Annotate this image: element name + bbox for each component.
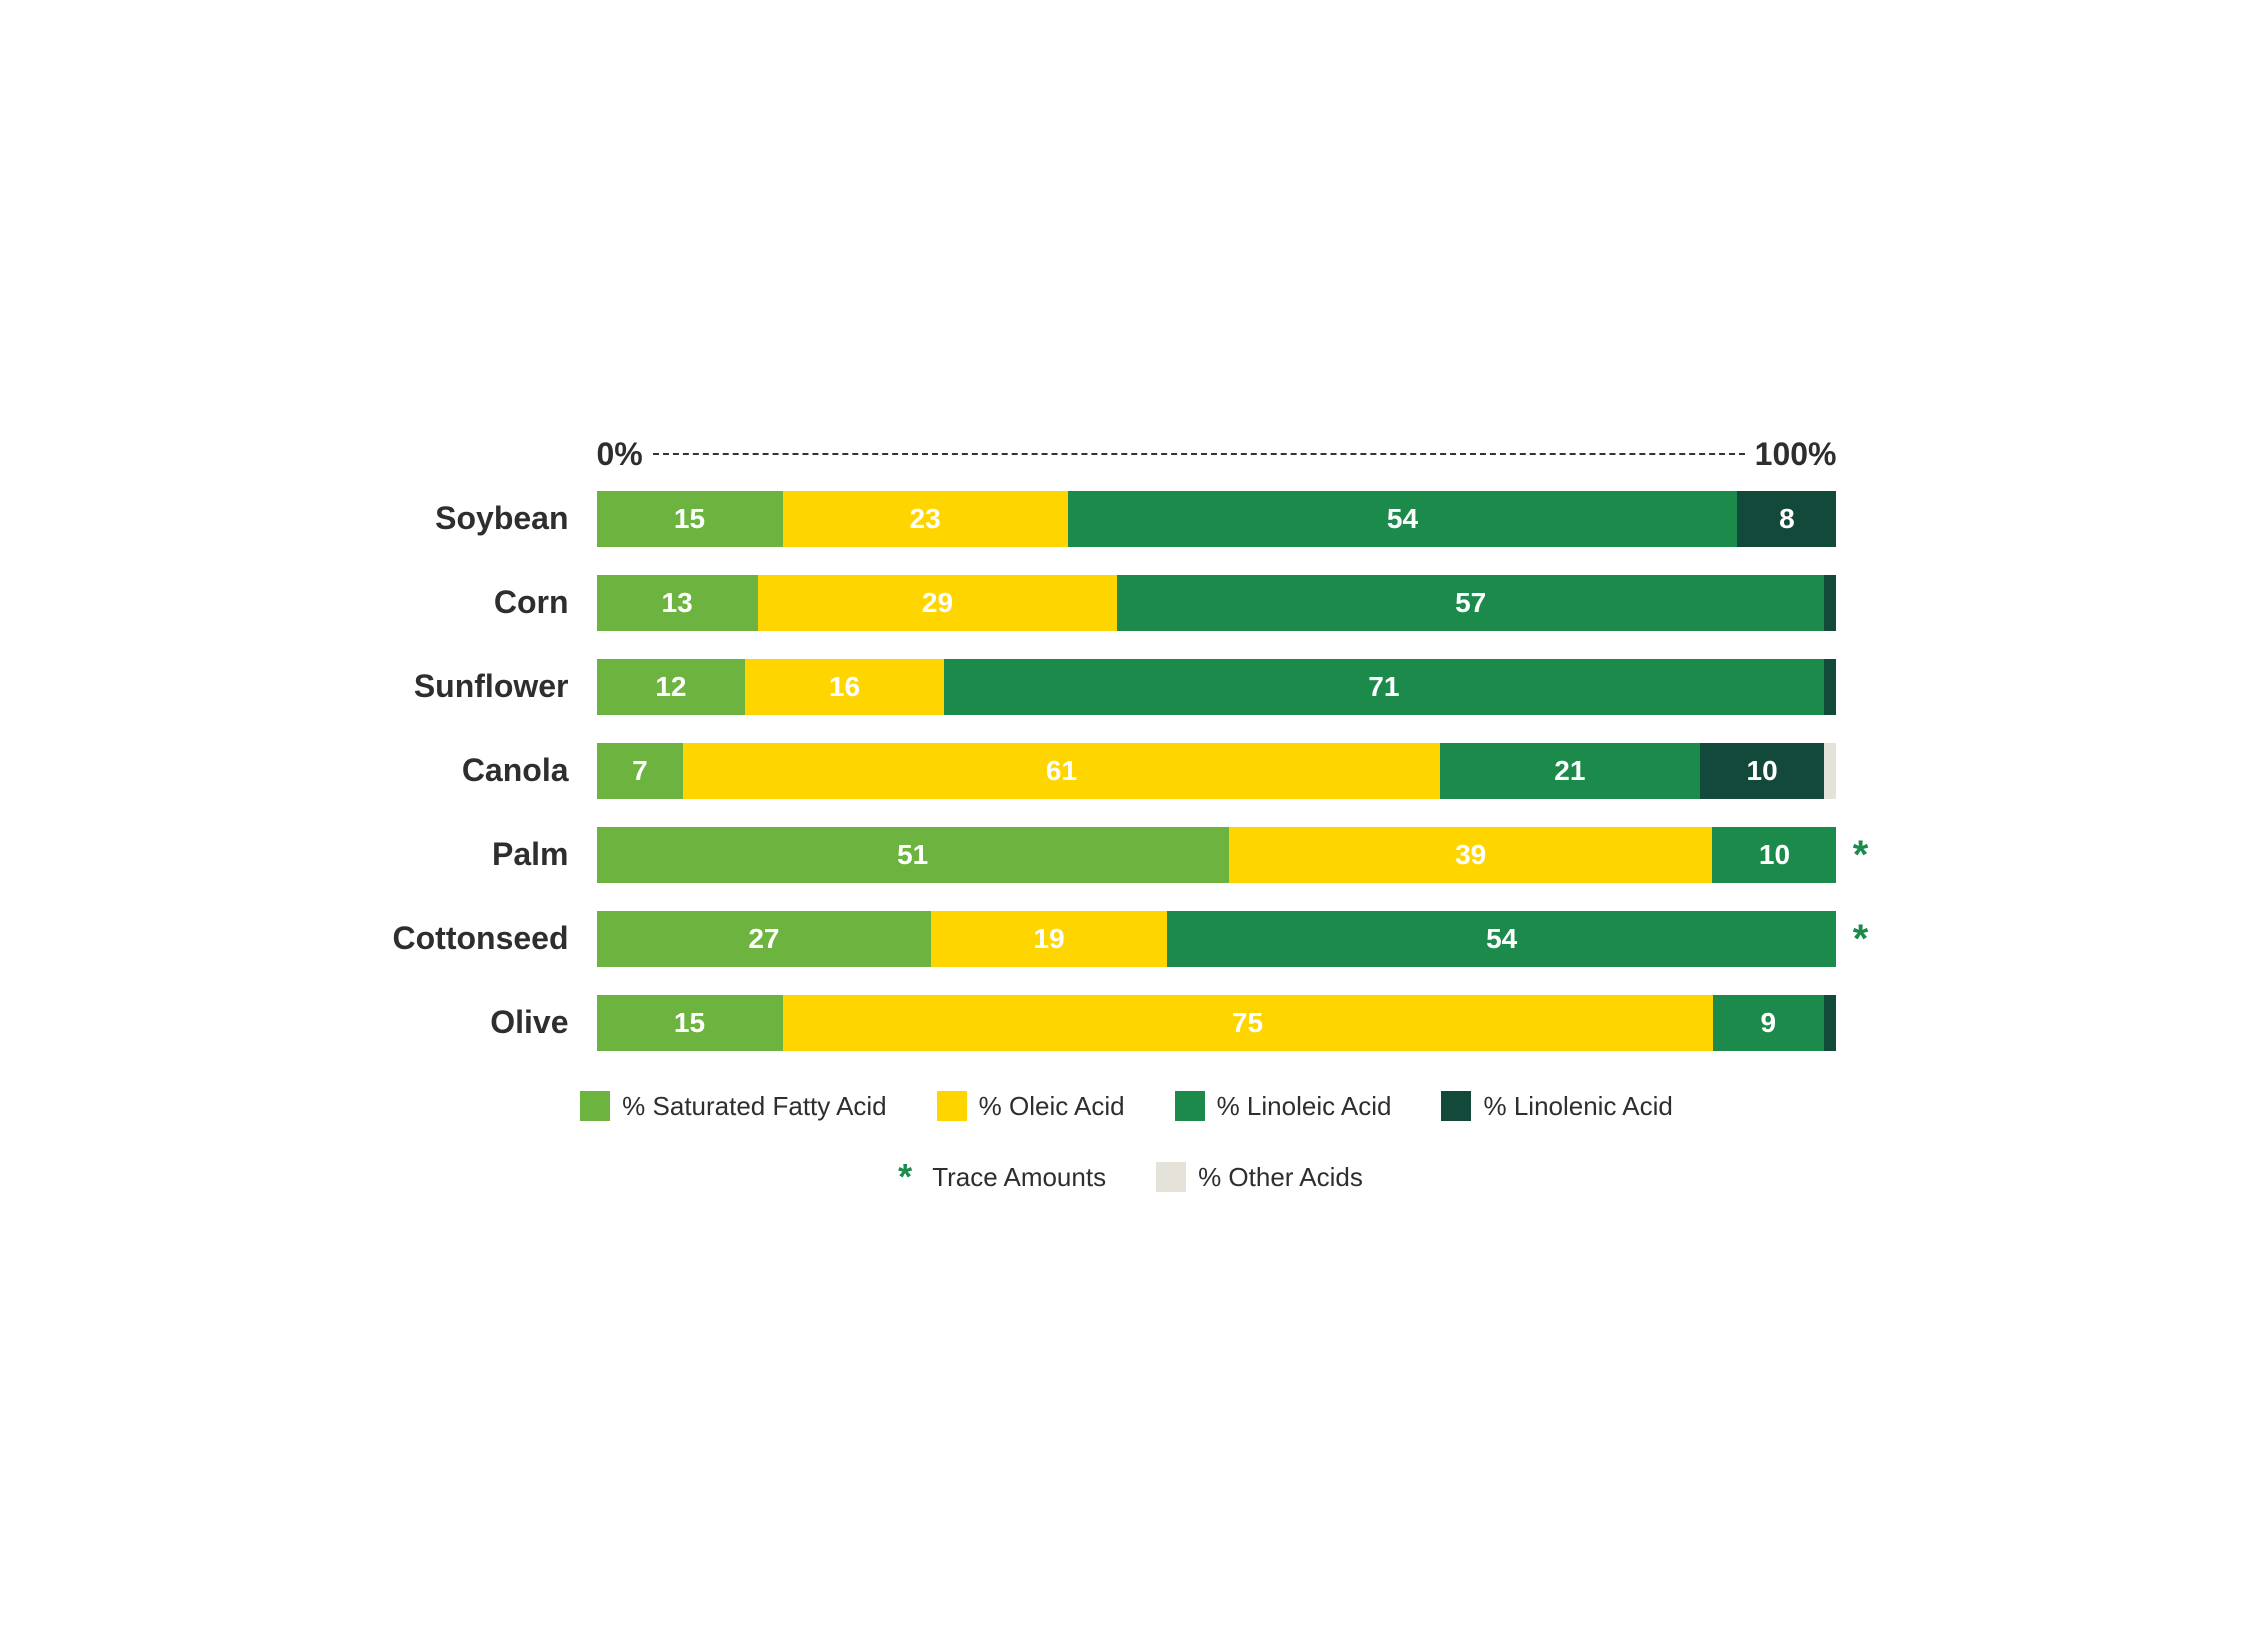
row-label: Corn	[377, 584, 597, 621]
legend-item: * Trace Amounts	[890, 1162, 1106, 1193]
legend-label: % Saturated Fatty Acid	[622, 1091, 886, 1122]
segment-value: 12	[655, 671, 686, 703]
chart-row: Soybean 15 23 54 8	[377, 491, 1877, 547]
segment-value: 19	[1034, 923, 1065, 955]
segment-value: 61	[1046, 755, 1077, 787]
segment-value: 23	[910, 503, 941, 535]
bar-segment-saturated: 51	[597, 827, 1229, 883]
bar-segment-oleic: 16	[745, 659, 943, 715]
legend: % Saturated Fatty Acid % Oleic Acid % Lino…	[377, 1091, 1877, 1193]
stacked-bar: 51 39 10	[597, 827, 1837, 883]
bar-segment-linolenic	[1824, 575, 1836, 631]
bar-segment-linoleic: 71	[944, 659, 1824, 715]
legend-label: % Oleic Acid	[979, 1091, 1125, 1122]
legend-swatch	[1441, 1091, 1471, 1121]
legend-item: % Oleic Acid	[937, 1091, 1125, 1122]
bar-segment-linoleic: 10	[1712, 827, 1836, 883]
segment-value: 10	[1747, 755, 1778, 787]
axis-line: 0% 100%	[597, 436, 1837, 473]
segment-value: 54	[1486, 923, 1517, 955]
axis-row: 0% 100%	[377, 436, 1877, 473]
legend-label: % Other Acids	[1198, 1162, 1363, 1193]
segment-value: 54	[1387, 503, 1418, 535]
segment-value: 27	[748, 923, 779, 955]
segment-value: 15	[674, 503, 705, 535]
legend-label: Trace Amounts	[932, 1162, 1106, 1193]
bar-segment-oleic: 39	[1229, 827, 1713, 883]
stacked-bar: 15 23 54 8	[597, 491, 1837, 547]
bar-segment-linoleic: 54	[1068, 491, 1738, 547]
legend-swatch	[1156, 1162, 1186, 1192]
chart-row: Palm 51 39 10 *	[377, 827, 1877, 883]
segment-value: 75	[1232, 1007, 1263, 1039]
segment-value: 13	[662, 587, 693, 619]
legend-swatch	[580, 1091, 610, 1121]
chart-row: Cottonseed 27 19 54 *	[377, 911, 1877, 967]
bar-segment-saturated: 27	[597, 911, 932, 967]
chart-row: Olive 15 75 9	[377, 995, 1877, 1051]
legend-label: % Linolenic Acid	[1483, 1091, 1672, 1122]
stacked-bar: 15 75 9	[597, 995, 1837, 1051]
legend-item: % Linoleic Acid	[1175, 1091, 1392, 1122]
chart-rows: Soybean 15 23 54 8 Corn 13 29 57 Sunflower 12 16 71 C…	[377, 491, 1877, 1051]
segment-value: 15	[674, 1007, 705, 1039]
chart-row: Corn 13 29 57	[377, 575, 1877, 631]
chart-row: Canola 7 61 21 10	[377, 743, 1877, 799]
trace-asterisk: *	[1837, 827, 1877, 883]
bar-segment-linolenic: 8	[1737, 491, 1836, 547]
legend-item: % Linolenic Acid	[1441, 1091, 1672, 1122]
segment-value: 8	[1779, 503, 1795, 535]
legend-label: % Linoleic Acid	[1217, 1091, 1392, 1122]
stacked-bar: 13 29 57	[597, 575, 1837, 631]
segment-value: 7	[632, 755, 648, 787]
stacked-bar: 7 61 21 10	[597, 743, 1837, 799]
axis-min-label: 0%	[597, 436, 643, 473]
segment-value: 51	[897, 839, 928, 871]
bar-segment-saturated: 13	[597, 575, 758, 631]
bar-segment-linoleic: 21	[1440, 743, 1700, 799]
bar-segment-linolenic: 10	[1700, 743, 1824, 799]
bar-segment-oleic: 19	[931, 911, 1167, 967]
segment-value: 21	[1554, 755, 1585, 787]
bar-segment-linolenic	[1824, 995, 1836, 1051]
bar-segment-saturated: 15	[597, 491, 783, 547]
segment-value: 29	[922, 587, 953, 619]
axis-dash	[653, 453, 1745, 455]
bar-segment-other	[1824, 743, 1836, 799]
bar-segment-linoleic: 9	[1713, 995, 1825, 1051]
legend-item: % Other Acids	[1156, 1162, 1363, 1193]
bar-segment-linolenic	[1824, 659, 1836, 715]
bar-segment-saturated: 7	[597, 743, 684, 799]
row-label: Cottonseed	[377, 920, 597, 957]
fatty-acid-chart: 0% 100% Soybean 15 23 54 8 Corn 13 29 57 Sunflowe…	[377, 436, 1877, 1193]
bar-segment-linoleic: 57	[1117, 575, 1824, 631]
bar-segment-linoleic: 54	[1167, 911, 1837, 967]
segment-value: 39	[1455, 839, 1486, 871]
segment-value: 71	[1368, 671, 1399, 703]
row-label: Canola	[377, 752, 597, 789]
segment-value: 16	[829, 671, 860, 703]
row-label: Palm	[377, 836, 597, 873]
row-label: Soybean	[377, 500, 597, 537]
row-label: Olive	[377, 1004, 597, 1041]
bar-segment-saturated: 12	[597, 659, 746, 715]
trace-asterisk: *	[1837, 911, 1877, 967]
segment-value: 57	[1455, 587, 1486, 619]
bar-segment-oleic: 29	[758, 575, 1118, 631]
legend-star-icon: *	[890, 1162, 920, 1192]
segment-value: 9	[1761, 1007, 1777, 1039]
bar-segment-oleic: 23	[783, 491, 1068, 547]
axis-max-label: 100%	[1755, 436, 1837, 473]
stacked-bar: 12 16 71	[597, 659, 1837, 715]
legend-swatch	[1175, 1091, 1205, 1121]
chart-row: Sunflower 12 16 71	[377, 659, 1877, 715]
bar-segment-saturated: 15	[597, 995, 783, 1051]
legend-swatch	[937, 1091, 967, 1121]
row-label: Sunflower	[377, 668, 597, 705]
stacked-bar: 27 19 54	[597, 911, 1837, 967]
bar-segment-oleic: 61	[683, 743, 1439, 799]
segment-value: 10	[1759, 839, 1790, 871]
bar-segment-oleic: 75	[783, 995, 1713, 1051]
legend-item: % Saturated Fatty Acid	[580, 1091, 886, 1122]
